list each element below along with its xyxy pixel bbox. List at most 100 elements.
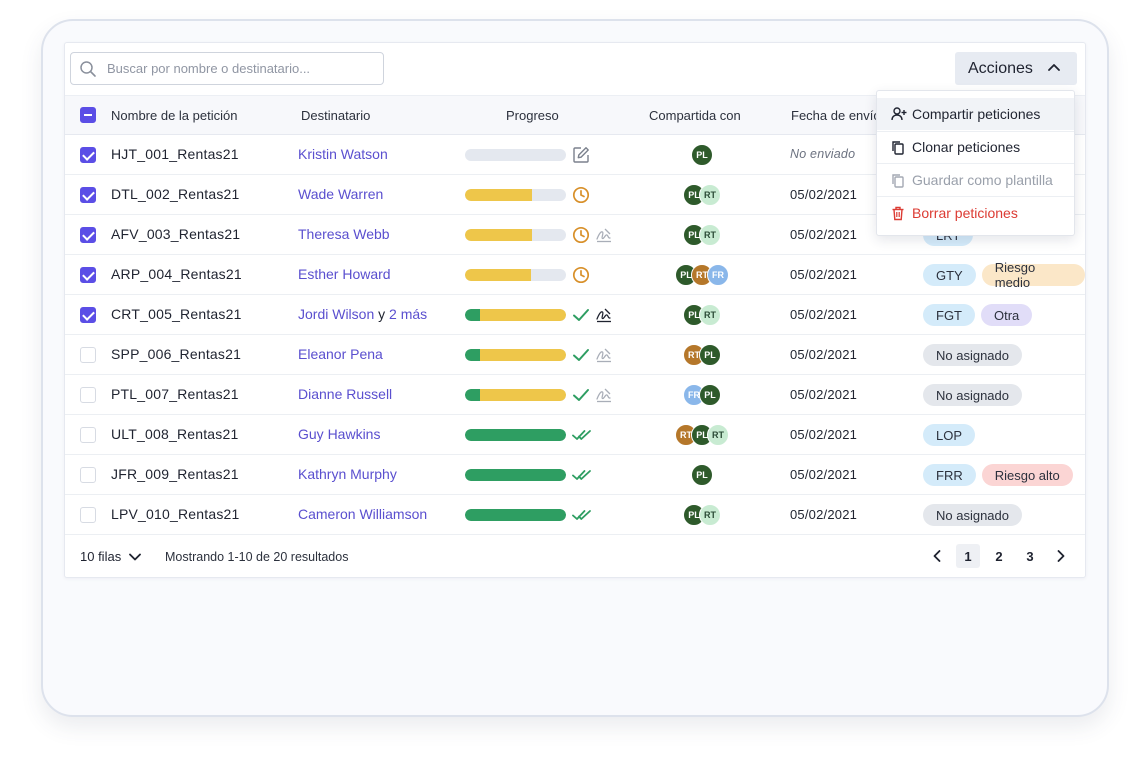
header-recipient[interactable]: Destinatario: [301, 108, 371, 123]
request-name: JFR_009_Rentas21: [111, 466, 239, 482]
menu-item-label: Clonar peticiones: [912, 139, 1021, 155]
double-check-icon: [572, 506, 592, 529]
table-row[interactable]: ULT_008_Rentas21 Guy Hawkins RT PL RT 05/02/2…: [65, 415, 1085, 455]
sent-date: 05/02/2021: [790, 347, 858, 362]
sent-date: 05/02/2021: [790, 227, 858, 242]
header-progress[interactable]: Progreso: [506, 108, 559, 123]
progress-bar: [465, 309, 566, 321]
clock-icon: [572, 266, 590, 289]
header-date[interactable]: Fecha de envío: [791, 108, 881, 123]
search-box[interactable]: [70, 52, 384, 85]
recipient-link[interactable]: Jordi Wilson: [298, 306, 375, 322]
actions-button[interactable]: Acciones: [955, 52, 1077, 85]
select-all-checkbox[interactable]: [80, 107, 96, 123]
recipient-link[interactable]: Wade Warren: [298, 186, 384, 202]
recipient-link[interactable]: Theresa Webb: [298, 226, 390, 242]
rows-per-page-select[interactable]: 10 filas: [80, 549, 142, 564]
recipient-link[interactable]: Guy Hawkins: [298, 426, 381, 442]
recipient-cell: Wade Warren: [298, 186, 383, 202]
recipient-cell: Kathryn Murphy: [298, 466, 397, 482]
progress-fill-pending: [465, 189, 532, 201]
row-checkbox[interactable]: [80, 387, 96, 403]
table-row[interactable]: LPV_010_Rentas21 Cameron Williamson PL RT 05…: [65, 495, 1085, 535]
request-name: AFV_003_Rentas21: [111, 226, 241, 242]
recipient-link[interactable]: Esther Howard: [298, 266, 391, 282]
recipient-link[interactable]: Kathryn Murphy: [298, 466, 397, 482]
shared-with-avatars: PL: [691, 144, 713, 166]
tag-list: GTY Riesgo medio: [923, 260, 1085, 290]
request-name: CRT_005_Rentas21: [111, 306, 242, 322]
prev-page-button[interactable]: [925, 544, 949, 568]
progress-bar: [465, 469, 566, 481]
page-2-button[interactable]: 2: [995, 548, 1003, 564]
table-row[interactable]: ARP_004_Rentas21 Esther Howard PL RT FR 05/02…: [65, 255, 1085, 295]
progress-bar: [465, 349, 566, 361]
row-checkbox[interactable]: [80, 227, 96, 243]
recipient-link[interactable]: Kristin Watson: [298, 146, 388, 162]
menu-item-clone[interactable]: Clonar peticiones: [877, 131, 1074, 163]
recipient-cell: Dianne Russell: [298, 386, 392, 402]
header-name[interactable]: Nombre de la petición: [111, 108, 238, 123]
recipient-conjunction: y: [378, 306, 386, 322]
trash-icon: [892, 206, 904, 221]
table-row[interactable]: PTL_007_Rentas21 Dianne Russell FR PL 05/02/…: [65, 375, 1085, 415]
more-recipients-link[interactable]: 2 más: [389, 306, 428, 322]
avatar: FR: [707, 264, 729, 286]
table-row[interactable]: SPP_006_Rentas21 Eleanor Pena RT PL 05/02/20…: [65, 335, 1085, 375]
signature-icon: [595, 346, 613, 369]
tag-badge: Riesgo medio: [981, 260, 1085, 290]
menu-item-delete[interactable]: Borrar peticiones: [877, 197, 1074, 229]
tag-list: No asignado: [923, 504, 1022, 526]
progress-bar: [465, 229, 566, 241]
progress-fill-complete: [465, 509, 566, 521]
recipient-link[interactable]: Dianne Russell: [298, 386, 393, 402]
progress-bar: [465, 149, 566, 161]
row-checkbox[interactable]: [80, 187, 96, 203]
menu-divider: [877, 131, 1074, 132]
header-shared[interactable]: Compartida con: [649, 108, 741, 123]
row-checkbox[interactable]: [80, 427, 96, 443]
recipient-link[interactable]: Eleanor Pena: [298, 346, 383, 362]
chevron-up-icon: [1048, 64, 1060, 71]
row-checkbox[interactable]: [80, 147, 96, 163]
row-checkbox[interactable]: [80, 347, 96, 363]
recipient-cell: Guy Hawkins: [298, 426, 380, 442]
progress-fill-pending: [480, 309, 566, 321]
progress-fill-complete: [465, 309, 480, 321]
signature-icon: [595, 306, 613, 329]
signature-icon: [595, 226, 613, 249]
row-checkbox[interactable]: [80, 507, 96, 523]
table-row[interactable]: CRT_005_Rentas21 Jordi Wilson y 2 más PL RT…: [65, 295, 1085, 335]
shared-with-avatars: PL RT: [683, 184, 721, 206]
avatar: RT: [699, 304, 721, 326]
tag-badge: Riesgo alto: [981, 464, 1073, 486]
progress-bar: [465, 429, 566, 441]
clock-icon: [572, 186, 590, 209]
sent-date: 05/02/2021: [790, 387, 858, 402]
menu-item-save-template[interactable]: Guardar como plantilla: [877, 164, 1074, 196]
row-checkbox[interactable]: [80, 467, 96, 483]
signature-icon: [595, 386, 613, 409]
row-checkbox[interactable]: [80, 307, 96, 323]
recipient-link[interactable]: Cameron Williamson: [298, 506, 428, 522]
chevron-left-icon: [933, 550, 941, 562]
menu-item-share[interactable]: Compartir peticiones: [877, 98, 1074, 130]
page-1-button[interactable]: 1: [956, 544, 980, 568]
menu-divider: [877, 196, 1074, 197]
avatar: RT: [699, 184, 721, 206]
search-input[interactable]: [107, 53, 377, 84]
progress-bar: [465, 269, 566, 281]
copy-icon: [892, 141, 904, 155]
sent-date: 05/02/2021: [790, 307, 858, 322]
page-3-button[interactable]: 3: [1026, 548, 1034, 564]
request-name: HJT_001_Rentas21: [111, 146, 239, 162]
next-page-button[interactable]: [1049, 544, 1073, 568]
chevron-right-icon: [1057, 550, 1065, 562]
double-check-icon: [572, 426, 592, 449]
draft-icon: [572, 146, 590, 169]
request-name: DTL_002_Rentas21: [111, 186, 240, 202]
recipient-cell: Theresa Webb: [298, 226, 390, 242]
table-row[interactable]: JFR_009_Rentas21 Kathryn Murphy PL 05/02/20…: [65, 455, 1085, 495]
row-checkbox[interactable]: [80, 267, 96, 283]
avatar: PL: [699, 384, 721, 406]
